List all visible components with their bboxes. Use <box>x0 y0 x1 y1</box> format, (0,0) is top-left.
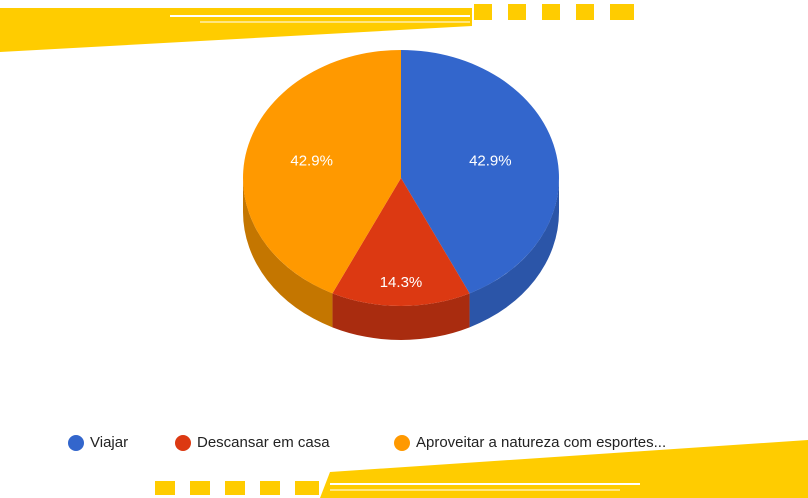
slice <box>401 50 559 294</box>
legend: Viajar Descansar em casa Aproveitar a natu… <box>68 434 666 451</box>
pie: 42.9% 14.3% 42.9% <box>243 50 559 340</box>
decoration <box>0 4 808 498</box>
slice <box>243 50 401 294</box>
slice-side <box>332 293 470 340</box>
legend-label: Aproveitar a natureza com esportes... <box>416 434 666 451</box>
value-label: 42.9% <box>290 152 333 169</box>
slice <box>332 178 470 306</box>
legend-label: Viajar <box>90 434 128 451</box>
slice-side <box>243 178 333 328</box>
legend-swatch <box>394 435 410 451</box>
slice-side <box>469 178 559 328</box>
legend-swatch <box>175 435 191 451</box>
legend-label: Descansar em casa <box>197 434 330 451</box>
legend-swatch <box>68 435 84 451</box>
value-label: 14.3% <box>380 274 423 291</box>
value-label: 42.9% <box>469 152 512 169</box>
